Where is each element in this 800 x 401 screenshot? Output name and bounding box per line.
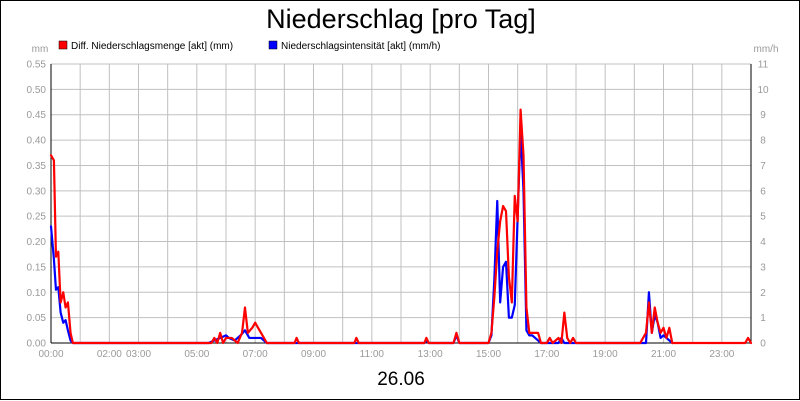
y-left-unit: mm — [32, 44, 49, 55]
x-tick-label: 09:00 — [301, 349, 326, 360]
y-right-tick-label: 6 — [760, 186, 766, 197]
series-line-amount — [49, 108, 753, 345]
y-left-tick-label: 0.35 — [27, 161, 47, 172]
x-tick-label: 15:00 — [476, 349, 501, 360]
x-tick-label: 02:00 — [97, 349, 122, 360]
y-right-tick-label: 10 — [757, 85, 769, 96]
y-right-unit: mm/h — [754, 44, 779, 55]
y-left-tick-label: 0.05 — [27, 313, 47, 324]
x-tick-label: 13:00 — [418, 349, 443, 360]
y-right-tick-label: 7 — [760, 161, 766, 172]
y-right-tick-label: 4 — [760, 237, 766, 248]
date-label: 26.06 — [377, 369, 425, 390]
x-tick-label: 19:00 — [593, 349, 618, 360]
y-left-tick-label: 0.20 — [27, 237, 47, 248]
y-right-tick-label: 1 — [760, 313, 766, 324]
legend-swatch — [58, 40, 68, 50]
chart-title: Niederschlag [pro Tag] — [266, 4, 536, 34]
x-tick-label: 11:00 — [360, 349, 385, 360]
y-right-tick-label: 8 — [760, 136, 766, 147]
legend-label: Niederschlagsintensität [akt] (mm/h) — [281, 41, 441, 52]
y-left-tick-label: 0.40 — [27, 136, 47, 147]
legend-label: Diff. Niederschlagsmenge [akt] (mm) — [71, 41, 233, 52]
x-tick-label: 23:00 — [709, 349, 734, 360]
y-right-tick-label: 9 — [760, 110, 766, 121]
legend-swatch — [268, 40, 278, 50]
y-left-tick-label: 0.30 — [27, 186, 47, 197]
y-right-tick-label: 2 — [760, 288, 766, 299]
y-left-tick-label: 0.15 — [27, 262, 47, 273]
y-left-tick-label: 0.50 — [27, 85, 47, 96]
y-right-tick-label: 5 — [760, 212, 766, 223]
y-left-tick-label: 0.10 — [27, 288, 47, 299]
series-line-intensity — [49, 128, 674, 345]
x-tick-label: 21:00 — [651, 349, 676, 360]
y-right-tick-label: 11 — [758, 60, 769, 71]
y-left-tick-label: 0.00 — [27, 339, 47, 350]
x-tick-label: 07:00 — [243, 349, 268, 360]
x-tick-label: 00:00 — [38, 349, 63, 360]
y-right-tick-label: 0 — [760, 339, 766, 350]
x-tick-label: 05:00 — [184, 349, 209, 360]
y-left-tick-label: 0.25 — [27, 212, 47, 223]
y-right-tick-label: 3 — [760, 262, 766, 273]
y-left-tick-label: 0.45 — [27, 110, 47, 121]
x-tick-label: 17:00 — [534, 349, 559, 360]
y-left-tick-label: 0.55 — [27, 60, 47, 71]
x-tick-label: 03:00 — [126, 349, 151, 360]
